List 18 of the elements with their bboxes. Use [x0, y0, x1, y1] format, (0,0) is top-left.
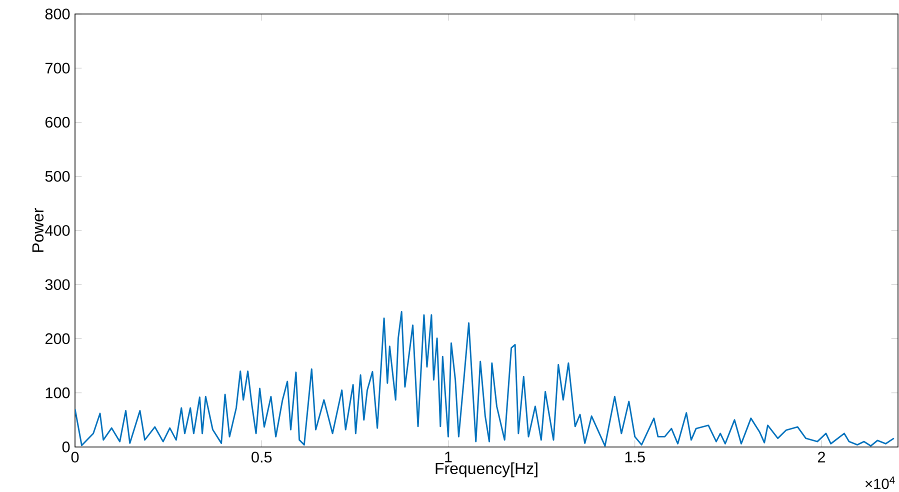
x-tick-label: 2	[818, 452, 825, 462]
line-series	[75, 310, 895, 447]
y-tick-label: 100	[46, 387, 70, 398]
x-axis-title: Frequency[Hz]	[436, 462, 538, 478]
y-tick-label: 300	[45, 279, 70, 290]
y-tick-label: 500	[45, 170, 70, 182]
y-axis-title: Power	[32, 208, 44, 252]
y-tick-label: 0	[62, 442, 70, 452]
x-tick-label: 0	[71, 452, 79, 463]
y-tick-label: 700	[46, 62, 70, 74]
text: ×10$^{4}$	[866, 476, 895, 490]
y-tick-label: 800	[45, 8, 70, 20]
y-tick-label: 600	[45, 116, 70, 128]
x-tick-label: 1.5	[625, 452, 645, 462]
y-tick-label: 200	[45, 333, 70, 344]
x-tick-label: 1	[445, 452, 452, 462]
x-tick-label: 0.5	[252, 452, 272, 463]
y-tick-label: 400	[45, 225, 70, 236]
